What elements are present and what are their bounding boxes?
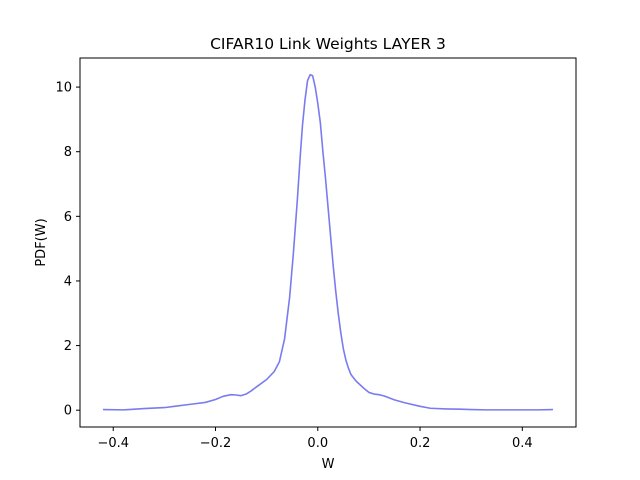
- plot-area: [102, 74, 554, 411]
- chart-title: CIFAR10 Link Weights LAYER 3: [210, 35, 446, 53]
- y-axis: 0 2 4 6 8 10: [55, 81, 80, 419]
- y-tick-label: 4: [64, 274, 72, 289]
- x-axis-label: W: [322, 457, 335, 472]
- x-tick-label: −0.4: [97, 436, 129, 451]
- y-tick-label: 0: [64, 404, 72, 419]
- series-line-0: [102, 74, 554, 411]
- x-tick-label: 0.4: [512, 436, 533, 451]
- x-tick-label: 0.2: [410, 436, 431, 451]
- y-tick-label: 6: [64, 210, 72, 225]
- y-tick-label: 2: [64, 339, 72, 354]
- y-tick-label: 10: [55, 81, 72, 96]
- x-tick-label: −0.2: [200, 436, 232, 451]
- y-tick-label: 8: [64, 145, 72, 160]
- y-axis-label: PDF(W): [34, 218, 49, 266]
- x-axis: −0.4 −0.2 0.0 0.2 0.4: [97, 427, 533, 451]
- plot-frame: [79, 57, 577, 428]
- x-tick-label: 0.0: [307, 436, 328, 451]
